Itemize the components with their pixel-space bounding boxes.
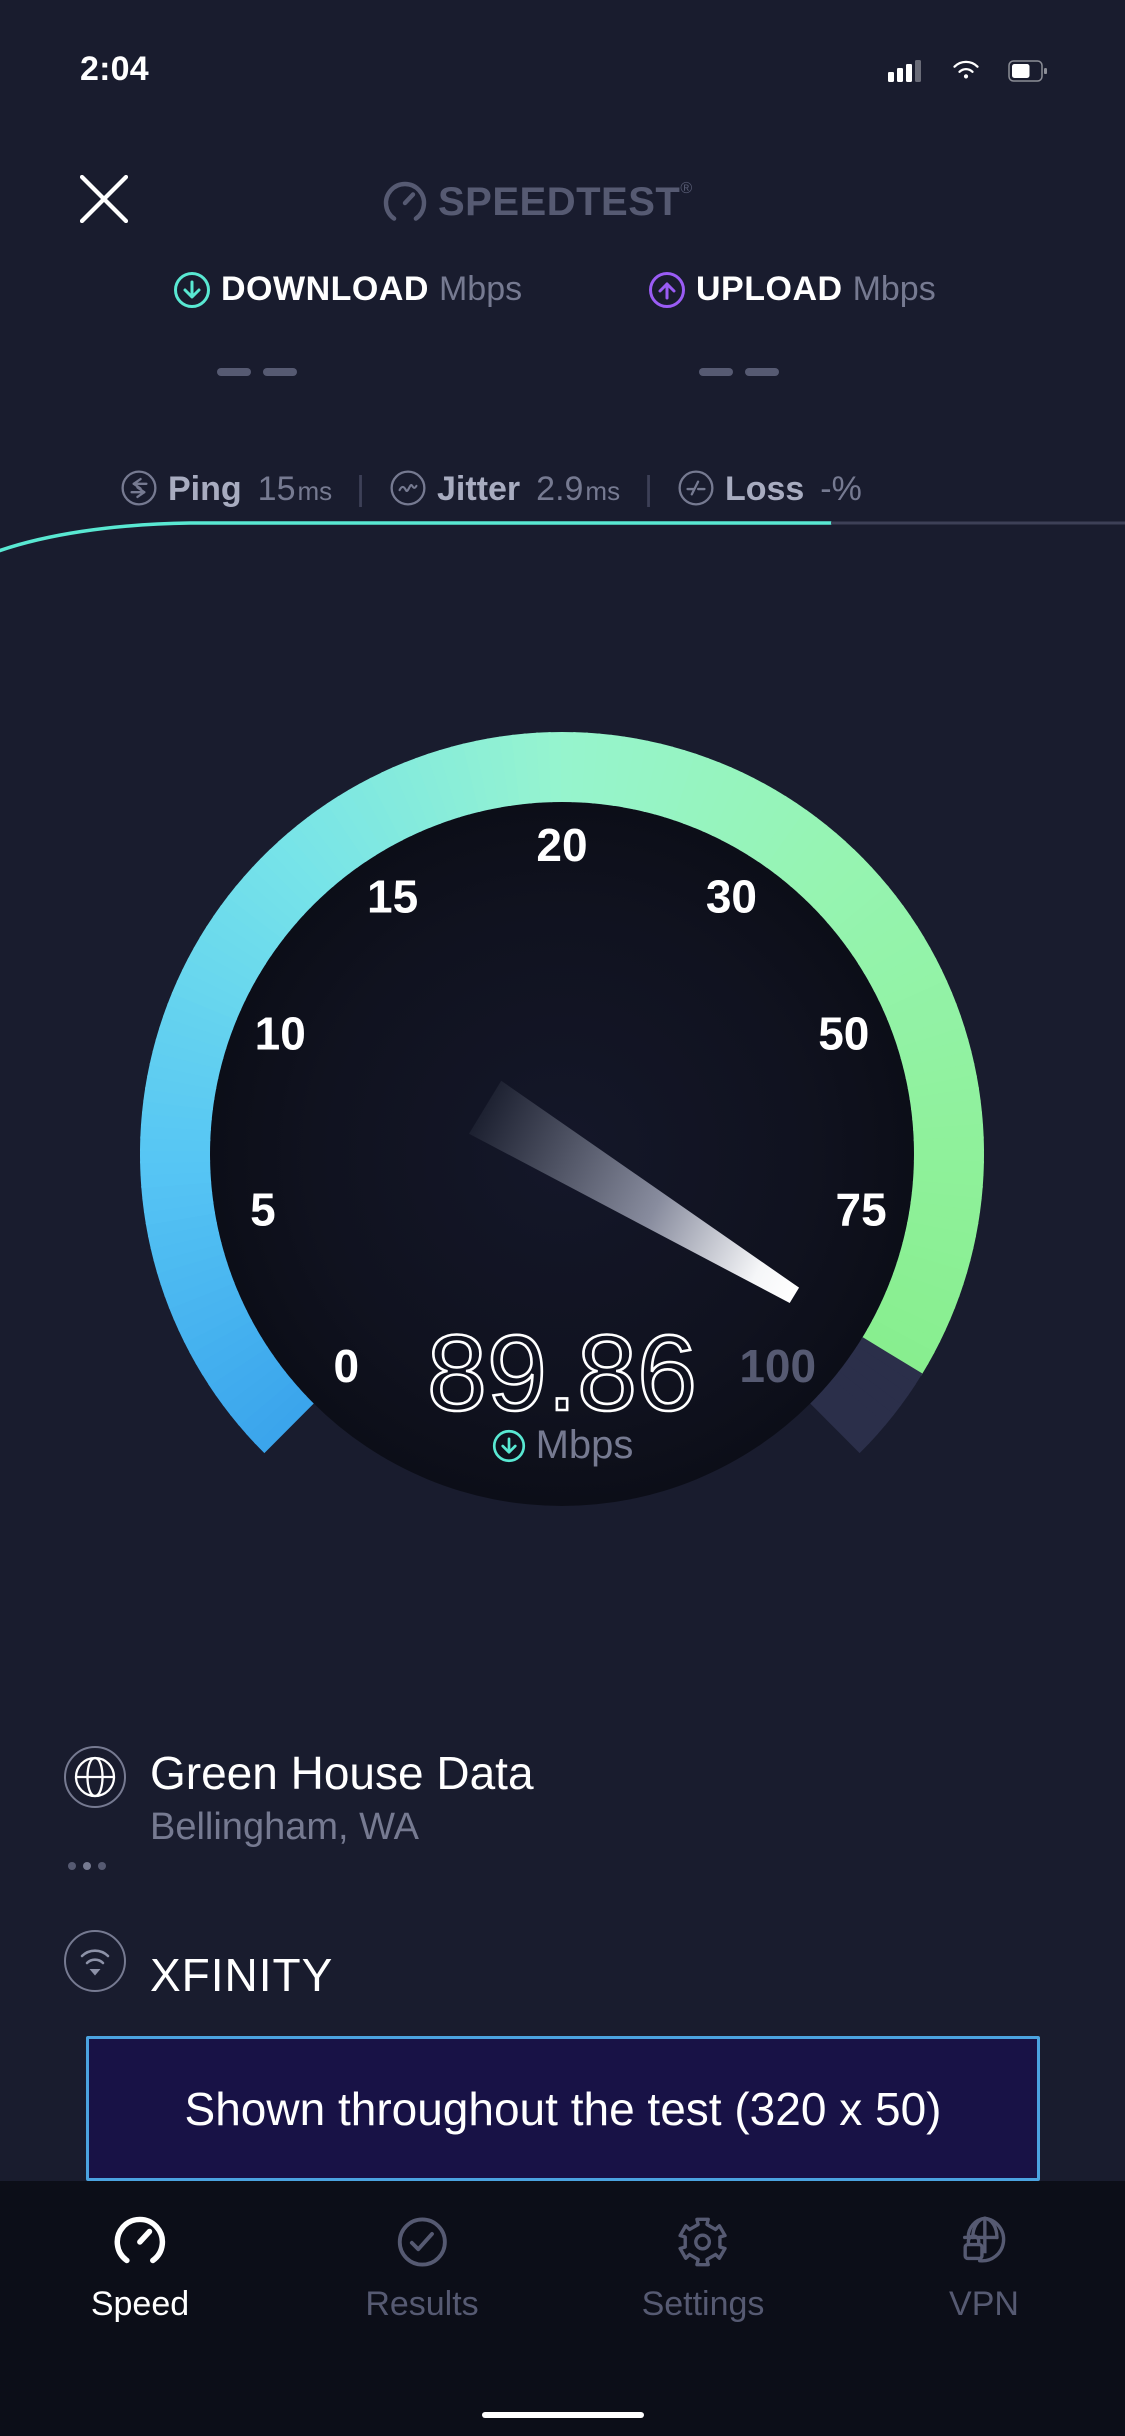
svg-text:50: 50	[818, 1007, 869, 1059]
svg-text:20: 20	[536, 819, 587, 871]
svg-text:10: 10	[255, 1007, 306, 1059]
svg-text:75: 75	[836, 1184, 887, 1236]
svg-text:89.86: 89.86	[427, 1312, 697, 1433]
svg-text:15: 15	[367, 871, 418, 923]
svg-text:30: 30	[706, 871, 757, 923]
svg-text:5: 5	[250, 1184, 276, 1236]
